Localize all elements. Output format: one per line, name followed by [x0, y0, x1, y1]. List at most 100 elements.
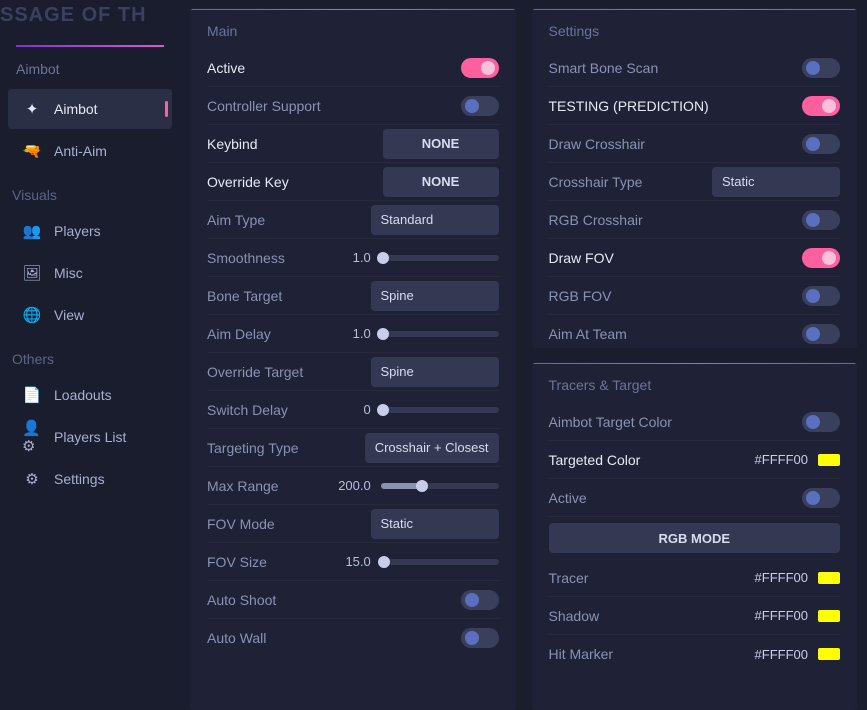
setting-label: Tracer	[549, 570, 745, 586]
toggle[interactable]	[461, 96, 499, 116]
toggle[interactable]	[802, 412, 840, 432]
setting-row: FOV ModeStatic	[207, 505, 499, 543]
gun-icon: 🔫	[22, 141, 42, 161]
setting-label: Auto Wall	[207, 630, 451, 646]
setting-row: RGB FOV	[549, 277, 841, 315]
sidebar-item-label: Settings	[54, 471, 105, 487]
setting-label: Aim Type	[207, 212, 361, 228]
setting-label: Bone Target	[207, 288, 361, 304]
toggle[interactable]	[802, 248, 840, 268]
dropdown[interactable]: Spine	[371, 281, 499, 311]
slider-value: 1.0	[335, 326, 371, 341]
dropdown[interactable]: Static	[371, 509, 499, 539]
keybind-button[interactable]: NONE	[383, 167, 499, 197]
color-swatch[interactable]	[818, 454, 840, 466]
keybind-button[interactable]: NONE	[383, 129, 499, 159]
setting-row: TESTING (PREDICTION)	[549, 87, 841, 125]
toggle[interactable]	[802, 210, 840, 230]
panel-title-tracers: Tracers & Target	[549, 377, 841, 393]
toggle[interactable]	[461, 58, 499, 78]
slider-value: 200.0	[335, 478, 371, 493]
toggle[interactable]	[802, 96, 840, 116]
setting-row: Auto Wall	[207, 619, 499, 657]
sidebar-item-settings[interactable]: ⚙ Settings	[8, 459, 172, 499]
setting-label: Draw Crosshair	[549, 136, 793, 152]
toggle[interactable]	[802, 488, 840, 508]
setting-label: Smart Bone Scan	[549, 60, 793, 76]
dropdown[interactable]: Spine	[371, 357, 499, 387]
slider[interactable]	[381, 255, 499, 261]
setting-label: FOV Size	[207, 554, 325, 570]
setting-label: Aimbot Target Color	[549, 414, 793, 430]
dropdown[interactable]: Static	[712, 167, 840, 197]
setting-row: Aimbot Target Color	[549, 403, 841, 441]
setting-row: Shadow #FFFF00	[549, 597, 841, 635]
panel-title-settings: Settings	[549, 23, 841, 39]
setting-label: Aim At Team	[549, 326, 793, 342]
setting-row: Aim Type Standard	[207, 201, 499, 239]
slider-value: 0	[335, 402, 371, 417]
color-swatch[interactable]	[818, 572, 840, 584]
setting-label: Override Key	[207, 174, 373, 190]
slider-value: 1.0	[335, 250, 371, 265]
toggle[interactable]	[802, 286, 840, 306]
setting-row: Switch Delay 0	[207, 391, 499, 429]
rgb-mode-button[interactable]: RGB MODE	[549, 523, 841, 553]
setting-row: Aim At Team	[549, 315, 841, 348]
left-column: Main ActiveController SupportKeybindNONE…	[190, 8, 516, 710]
setting-label: Crosshair Type	[549, 174, 703, 190]
color-hex: #FFFF00	[755, 608, 808, 623]
setting-label: Shadow	[549, 608, 745, 624]
slider[interactable]	[381, 559, 499, 565]
sidebar-item-label: Aimbot	[54, 101, 98, 117]
setting-row: Active	[549, 479, 841, 517]
dropdown[interactable]: Crosshair + Closest	[365, 433, 499, 463]
panel-title-main: Main	[207, 23, 499, 39]
toggle[interactable]	[802, 58, 840, 78]
setting-label: Targeting Type	[207, 440, 355, 456]
sidebar-item-loadouts[interactable]: 📄 Loadouts	[8, 375, 172, 415]
sidebar-item-view[interactable]: 🌐 View	[8, 295, 172, 335]
setting-label: Max Range	[207, 478, 325, 494]
toggle[interactable]	[461, 590, 499, 610]
setting-row: Hit Marker#FFFF00	[549, 635, 841, 673]
sidebar-item-aimbot[interactable]: ✦ Aimbot	[8, 89, 172, 129]
setting-label: RGB Crosshair	[549, 212, 793, 228]
sidebar-item-label: Misc	[54, 265, 83, 281]
people-icon: 👥	[22, 221, 42, 241]
slider[interactable]	[381, 331, 499, 337]
setting-row: Bone Target Spine	[207, 277, 499, 315]
setting-row: FOV Size 15.0	[207, 543, 499, 581]
sidebar-item-misc[interactable]: 🖼 Misc	[8, 253, 172, 293]
sidebar-item-players-list[interactable]: 👤⚙ Players List	[8, 417, 172, 457]
setting-label: Smoothness	[207, 250, 325, 266]
panel-tracers: Tracers & Target Aimbot Target ColorTarg…	[532, 362, 858, 710]
setting-label: Active	[549, 490, 793, 506]
color-swatch[interactable]	[818, 648, 840, 660]
slider[interactable]	[381, 483, 499, 489]
color-swatch[interactable]	[818, 610, 840, 622]
dropdown[interactable]: Standard	[371, 205, 499, 235]
sidebar-item-players[interactable]: 👥 Players	[8, 211, 172, 251]
sidebar-item-label: Loadouts	[54, 387, 112, 403]
setting-label: Switch Delay	[207, 402, 325, 418]
sidebar-item-anti-aim[interactable]: 🔫 Anti-Aim	[8, 131, 172, 171]
setting-row: Max Range 200.0	[207, 467, 499, 505]
setting-row: Crosshair Type Static	[549, 163, 841, 201]
setting-row: Tracer#FFFF00	[549, 559, 841, 597]
setting-label: Auto Shoot	[207, 592, 451, 608]
slider-value: 15.0	[335, 554, 371, 569]
setting-row: Draw Crosshair	[549, 125, 841, 163]
setting-label: Override Target	[207, 364, 361, 380]
sidebar-item-label: Players	[54, 223, 101, 239]
toggle[interactable]	[461, 628, 499, 648]
sidebar-group-others: Others	[0, 337, 180, 373]
toggle[interactable]	[802, 324, 840, 344]
setting-row: Aim Delay 1.0	[207, 315, 499, 353]
setting-row: Smart Bone Scan	[549, 49, 841, 87]
setting-label: Aim Delay	[207, 326, 325, 342]
slider[interactable]	[381, 407, 499, 413]
sidebar-group-visuals: Visuals	[0, 173, 180, 209]
setting-row: Override Target Spine	[207, 353, 499, 391]
toggle[interactable]	[802, 134, 840, 154]
